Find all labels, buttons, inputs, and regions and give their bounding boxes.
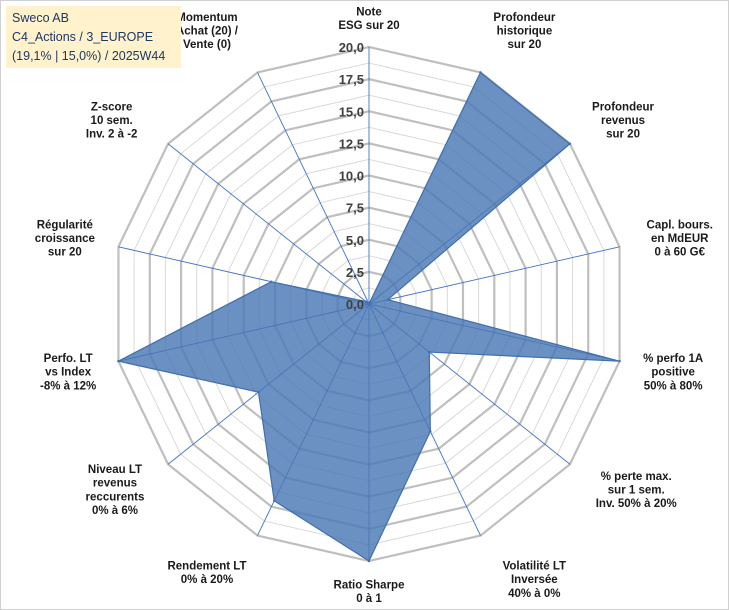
data-point: [270, 280, 273, 283]
axis-spoke: [167, 143, 370, 305]
axis-label: Rendement LT 0% à 20%: [167, 561, 246, 587]
axis-label-line: positive: [651, 367, 694, 379]
axis-label-line: sur 20: [507, 39, 541, 51]
tick-label: 10,0: [339, 169, 364, 184]
axis-label: Régularité croissance sur 20: [35, 219, 95, 258]
axis-label-line: Z-score: [91, 102, 133, 114]
axis-label-line: 10 sem.: [91, 115, 133, 127]
data-point: [364, 300, 368, 303]
axis-label-line: Capl. bours.: [647, 219, 713, 231]
data-point: [428, 350, 431, 354]
axis-label-line: Perfo. LT: [44, 353, 93, 365]
axis-label-line: Vente (0): [183, 39, 231, 51]
axis-label-line: revenus: [93, 478, 137, 490]
axis-label-line: 0 à 1: [356, 593, 382, 605]
title-performance: (19,1% | 15,0%) / 2025W44: [12, 49, 166, 63]
axis-label-line: en MdEUR: [651, 233, 709, 245]
axis-label: % perte max. sur 1 sem. Inv. 50% à 20%: [596, 471, 677, 510]
axis-label-line: revenus: [601, 115, 645, 127]
tick-label: 12,5: [339, 136, 364, 151]
axis-label-line: 0 à 60 G€: [654, 247, 705, 259]
axis-spoke: [257, 72, 370, 305]
tick-label: 15,0: [339, 104, 364, 119]
radar-series: [116, 71, 621, 563]
tick-label: 20,0: [339, 40, 364, 55]
axis-label: Ratio Sharpe 0 à 1: [334, 580, 405, 606]
axis-label-line: Profondeur: [493, 12, 555, 24]
tick-label: 5,0: [346, 233, 364, 248]
data-point: [429, 430, 432, 433]
series-area: [116, 71, 620, 562]
axis-label-line: sur 20: [48, 247, 82, 259]
data-point: [479, 71, 482, 74]
axis-label-line: ESG sur 20: [338, 20, 399, 32]
tick-label: 0,0: [346, 297, 364, 312]
axis-label-line: 40% à 0%: [508, 588, 560, 600]
axis-label-line: Régularité: [37, 219, 93, 231]
axis-label-line: % perfo 1A: [643, 353, 703, 365]
data-point: [386, 298, 389, 301]
axis-label-line: reccurents: [86, 491, 145, 503]
axis-label: Profondeur historique sur 20: [493, 12, 555, 51]
axis-label: Note ESG sur 20: [338, 6, 399, 32]
axis-label-line: Achat (20) /: [176, 25, 239, 37]
data-point: [117, 359, 120, 363]
axis-label: Z-score 10 sem. Inv. 2 à -2: [86, 102, 138, 141]
axis-label-line: historique: [497, 25, 553, 37]
title-category: C4_Actions / 3_EUROPE: [12, 30, 154, 44]
axis-label: % perfo 1A positive 50% à 80%: [643, 353, 703, 392]
axis-label: Volatilité LT Inversée 40% à 0%: [503, 561, 566, 600]
axis-label-line: 0% à 20%: [181, 574, 233, 586]
data-point: [367, 302, 371, 306]
axis-spoke: [368, 246, 620, 305]
data-point: [367, 559, 371, 563]
axis-label-line: Rendement LT: [167, 561, 246, 573]
radar-tick-labels: 0,0 2,5 5,0 7,5 10,0 12,5 15,0 17,5 20,0: [339, 40, 364, 312]
axis-label: Niveau LT revenus reccurents 0% à 6%: [86, 464, 145, 517]
axis-label-line: vs Index: [45, 367, 92, 379]
axis-label-line: sur 1 sem.: [608, 484, 665, 496]
data-point: [257, 390, 260, 394]
axis-label: Momentum Achat (20) / Vente (0): [176, 12, 239, 51]
data-point: [618, 359, 621, 363]
axis-label-line: % perte max.: [601, 471, 672, 483]
data-point: [273, 499, 276, 503]
data-point: [568, 142, 572, 145]
axis-label-line: Note: [356, 6, 382, 18]
title-company: Sweco AB: [12, 11, 69, 25]
axis-label: Capl. bours. en MdEUR 0 à 60 G€: [647, 219, 713, 258]
axis-label: Perfo. LT vs Index -8% à 12%: [40, 353, 96, 392]
axis-label-line: -8% à 12%: [40, 380, 96, 392]
axis-label-line: 50% à 80%: [644, 380, 703, 392]
tick-label: 7,5: [346, 201, 364, 216]
axis-label-line: Profondeur: [592, 102, 654, 114]
axis-label-line: Inv. 50% à 20%: [596, 498, 677, 510]
title-box: Sweco AB C4_Actions / 3_EUROPE (19,1% | …: [6, 6, 181, 68]
axis-label-line: sur 20: [606, 129, 640, 141]
axis-label-line: Inversée: [511, 574, 558, 586]
axis-label-line: croissance: [35, 233, 95, 245]
axis-label-line: Volatilité LT: [503, 561, 566, 573]
axis-label-line: Momentum: [176, 12, 237, 24]
tick-label: 17,5: [339, 72, 364, 87]
axis-label-line: Ratio Sharpe: [334, 580, 405, 592]
axis-label-line: Inv. 2 à -2: [86, 129, 138, 141]
axis-label-line: 0% à 6%: [92, 505, 138, 517]
tick-label: 2,5: [346, 265, 364, 280]
axis-label-line: Niveau LT: [88, 464, 142, 476]
axis-label: Profondeur revenus sur 20: [592, 102, 654, 141]
